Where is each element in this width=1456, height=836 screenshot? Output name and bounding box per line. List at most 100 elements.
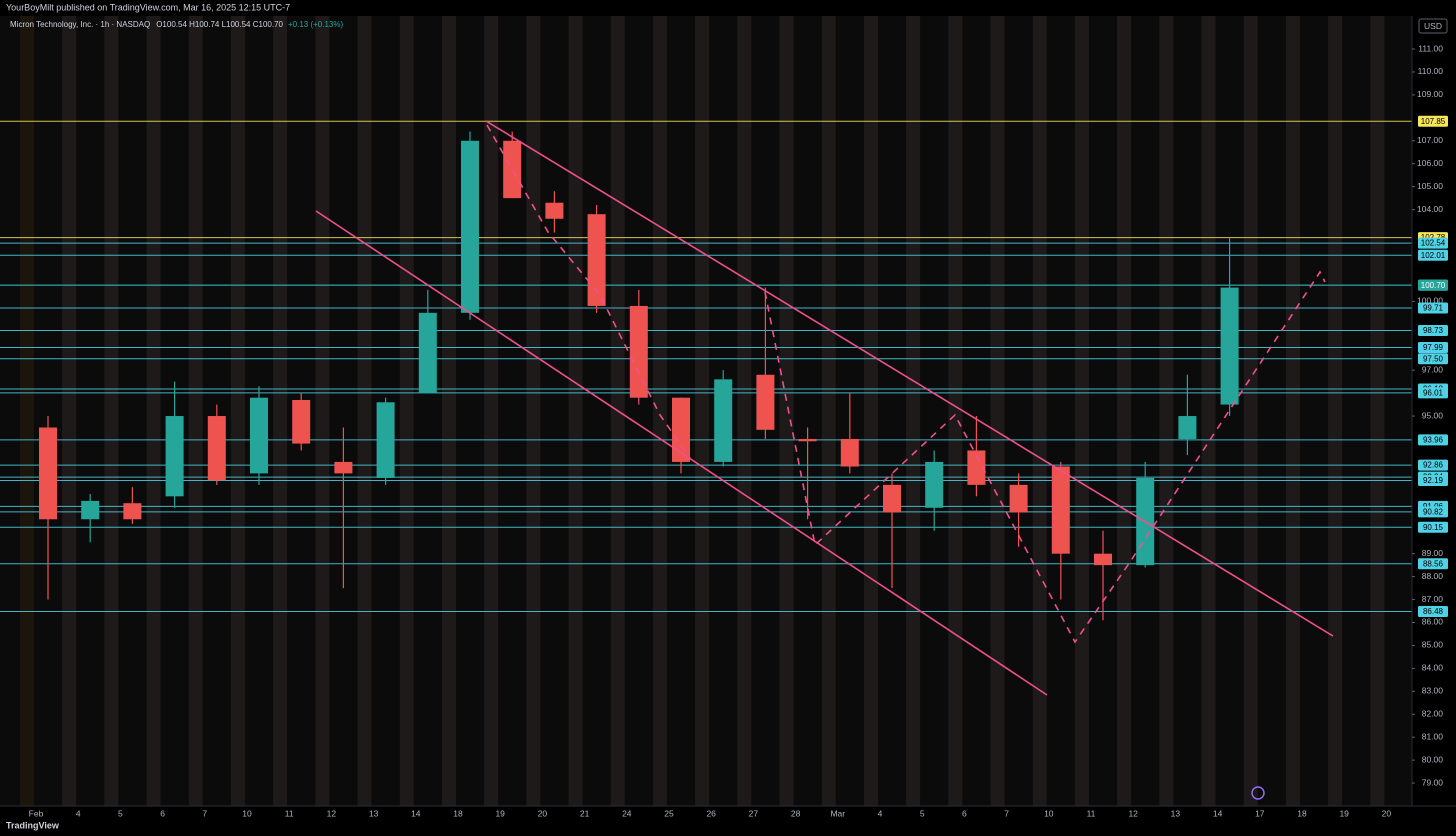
x-tick-label: Feb: [29, 808, 44, 818]
premarket-band: [484, 16, 499, 806]
level-badge: [1418, 506, 1448, 518]
currency: USD: [1424, 21, 1442, 31]
candle-body: [39, 427, 57, 520]
level-badges: 107.85102.78102.54102.01100.71100.7099.7…: [1418, 115, 1448, 617]
afterhours-band: [695, 16, 709, 806]
x-tick-label: 25: [664, 808, 674, 818]
level-label: 100.70: [1421, 281, 1446, 290]
y-tick-label: 80.00: [1422, 754, 1444, 764]
level-label: 93.96: [1423, 436, 1444, 445]
level-badge: [1418, 341, 1448, 353]
candle-body: [1051, 466, 1070, 554]
candle-body: [925, 461, 944, 508]
afterhours-band: [230, 16, 245, 806]
premarket-band: [1075, 16, 1089, 806]
price-axis: [1412, 16, 1456, 806]
premarket-band: [62, 16, 77, 806]
y-tick-label: 81.00: [1422, 731, 1444, 741]
dashed-path: [486, 124, 691, 459]
level-label: 99.71: [1423, 304, 1444, 313]
x-tick-label: 13: [1171, 808, 1181, 818]
level-label: 96.01: [1423, 388, 1444, 397]
level-badge: [1418, 279, 1448, 291]
premarket-band: [357, 16, 372, 806]
candle-body: [376, 402, 395, 478]
afterhours-band: [990, 16, 1005, 806]
premarket-band: [948, 16, 963, 806]
premarket-band: [146, 16, 161, 806]
level-badge: [1418, 434, 1448, 446]
candle-body: [756, 374, 775, 430]
afterhours-band: [568, 16, 583, 806]
x-tick-label: 14: [1213, 808, 1223, 818]
level-badge: [1418, 459, 1448, 471]
level-label: 102.54: [1421, 239, 1446, 248]
afterhours-band: [1328, 16, 1342, 806]
candle-body: [334, 461, 353, 474]
x-tick-label: 20: [1382, 808, 1392, 818]
session-shading: [20, 16, 1427, 806]
level-label: 92.19: [1423, 476, 1444, 485]
premarket-band: [1032, 16, 1047, 806]
x-tick-label: 10: [1044, 808, 1054, 818]
candle-body: [1220, 287, 1239, 405]
x-tick-label: Mar: [830, 808, 845, 818]
x-tick-label: 7: [202, 808, 207, 818]
premarket-band: [315, 16, 330, 806]
x-tick-label: 11: [1087, 808, 1096, 818]
x-tick-label: 27: [749, 808, 759, 818]
afterhours-band: [1074, 16, 1089, 806]
premarket-band: [20, 16, 34, 806]
candle-body: [714, 379, 733, 462]
y-tick-label: 83.00: [1422, 686, 1444, 696]
y-tick-label: 85.00: [1422, 640, 1444, 650]
y-tick-label: 100.00: [1417, 296, 1443, 306]
afterhours-band: [1032, 16, 1047, 806]
level-badge: [1418, 302, 1448, 314]
premarket-band: [1201, 16, 1216, 806]
currency-button[interactable]: [1418, 18, 1448, 34]
event-icon[interactable]: [1251, 786, 1265, 800]
candle-body: [672, 397, 690, 462]
level-badge: [1418, 558, 1448, 570]
level-label: 88.56: [1423, 559, 1444, 568]
afterhours-band: [357, 16, 372, 806]
candle-body: [1178, 416, 1197, 439]
y-tick-label: 107.00: [1417, 135, 1443, 145]
premarket-band: [990, 16, 1005, 806]
x-tick-label: 20: [538, 808, 548, 818]
afterhours-band: [441, 16, 456, 806]
afterhours-band: [1370, 16, 1385, 806]
y-axis: 111.00 110.00 109.00 107.00 106.00 105.00 104.…: [1412, 43, 1443, 787]
level-label: 92.86: [1423, 461, 1444, 470]
premarket-band: [864, 16, 878, 806]
level-label: 90.82: [1423, 508, 1444, 517]
afterhours-band: [104, 16, 119, 806]
y-tick-label: 106.00: [1417, 158, 1443, 168]
dashed-path: [764, 270, 1326, 644]
afterhours-band: [526, 16, 541, 806]
y-tick-label: 111.00: [1418, 43, 1443, 53]
afterhours-band: [484, 16, 498, 806]
candle-body: [292, 399, 311, 444]
y-tick-label: 97.00: [1422, 364, 1444, 374]
premarket-band: [442, 16, 456, 806]
x-tick-label: 12: [1128, 808, 1138, 818]
candle-body: [123, 503, 142, 520]
publisher: YourBoyMilt published on TradingView.com…: [6, 2, 290, 12]
afterhours-band: [273, 16, 287, 806]
trend-drawings: [315, 120, 1334, 696]
level-badge: [1418, 475, 1448, 487]
level-badge: [1418, 387, 1448, 399]
level-badge: [1418, 324, 1448, 336]
candle-body: [545, 202, 564, 219]
level-badge: [1418, 605, 1448, 617]
afterhours-band: [146, 16, 161, 806]
candle-body: [418, 312, 437, 394]
candle-body: [1009, 484, 1028, 513]
y-tick-label: 87.00: [1422, 594, 1444, 604]
candle-body: [629, 305, 648, 398]
afterhours-band: [1117, 16, 1131, 806]
x-tick-label: 28: [791, 808, 801, 818]
